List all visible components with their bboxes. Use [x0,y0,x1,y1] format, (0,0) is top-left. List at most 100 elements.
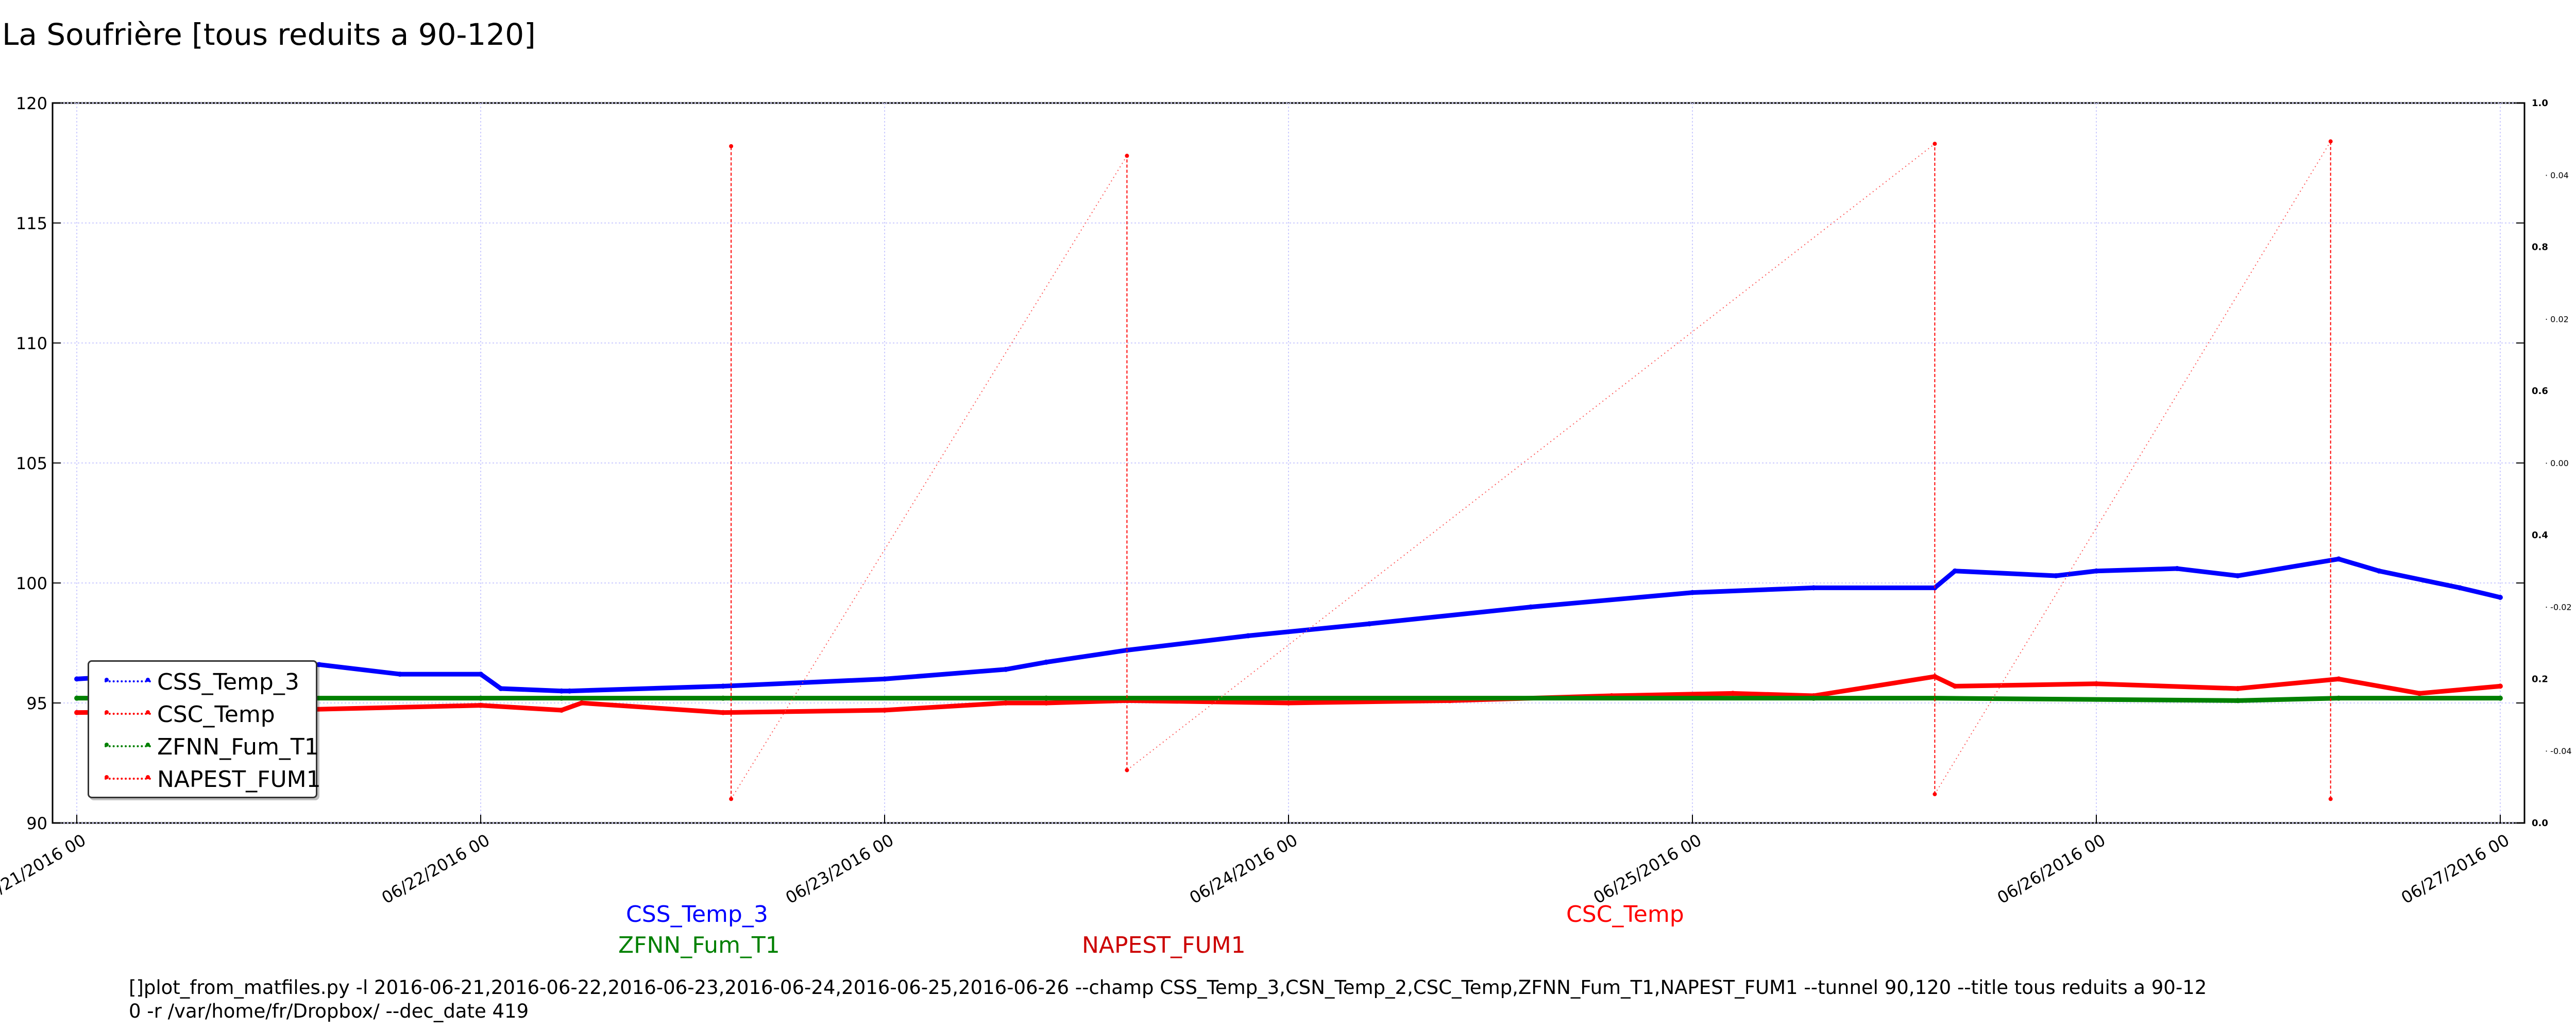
series-css-temp-3-point [567,688,572,694]
series-napest-fum1-point [1125,153,1129,158]
y-tick-label: 100 [16,574,47,593]
series-css-temp-3-point [720,683,726,689]
right-axis-1-label: 1.0 [2532,98,2548,109]
series-css-temp-3-point [558,688,564,694]
series-zfnn-fum-t1-point [558,695,564,701]
right-axis-1-label: 0.2 [2532,674,2548,684]
series-csc-temp-point [478,702,484,708]
x-tick-label: 06/27/2016 00 [2398,830,2513,908]
series-css-temp-3-point [2376,568,2382,574]
y-tick-label: 105 [16,454,47,473]
legend-entry-css-temp-3: CSS_Temp_3 [89,665,316,697]
series-css-temp-3-point [1245,633,1251,639]
series-csc-temp-point [1932,674,1938,679]
series-css-temp-3-point [74,676,80,682]
legend-swatch-csc-temp [105,713,151,715]
annotation-csc-temp: CSC_Temp [1566,901,1684,928]
y-tick-label: 95 [26,694,47,713]
series-zfnn-fum-t1-point [2336,695,2342,701]
series-csc-temp-point [2417,691,2422,696]
series-csc-temp-point [2093,681,2099,686]
chart-legend: CSS_Temp_3 CSC_Temp ZFNN_Fum_T1 NAPEST_F… [88,660,321,798]
series-csc-temp-point [558,707,564,713]
legend-marker-csc-temp [146,710,150,714]
right-axis-2-label: · 0.04 [2545,170,2569,180]
right-axis-1-label: 0.4 [2532,530,2548,541]
command-line-text: []plot_from_matfiles.py -l 2016-06-21,20… [129,976,2207,1022]
series-csc-temp-point [2235,686,2241,692]
legend-label-css-temp-3: CSS_Temp_3 [157,669,299,695]
x-tick-label: 06/24/2016 00 [1186,830,1301,908]
series-css-temp-3-point [2457,585,2463,591]
right-axis-1-label: 0.6 [2532,386,2548,397]
plot-frame [52,102,2526,824]
series-csc-temp-line [74,674,2503,715]
legend-marker-napest-fum1 [105,775,109,779]
legend-entry-napest-fum1: NAPEST_FUM1 [89,762,321,794]
x-tick-label: 06/21/2016 00 [0,830,89,908]
series-csc-temp-point [882,707,888,713]
series-css-temp-3-point [397,672,403,677]
series-zfnn-fum-t1-point [1043,695,1049,701]
right-axis-1-label: 0.8 [2532,242,2548,253]
series-css-temp-3-point [1528,604,1534,610]
series-napest-fum1-point [729,797,734,801]
series-zfnn-fum-t1-point [720,695,726,701]
x-tick-label: 06/22/2016 00 [378,830,493,908]
legend-marker-csc-temp [105,710,109,714]
series-napest-fum1-point [2328,139,2333,144]
series-zfnn-fum-t1-point [478,695,484,701]
y-tick-label: 120 [16,94,47,113]
legend-marker-zfnn-fum-t1 [146,743,150,747]
series-zfnn-fum-t1-point [74,695,80,701]
series-css-temp-3-line [74,556,2503,694]
series-css-temp-3-point [2336,556,2342,562]
series-css-temp-3-point [2053,573,2059,579]
series-css-temp-3-point [316,662,322,667]
annotation-napest-fum1: NAPEST_FUM1 [1082,932,1246,958]
right-axis-1-label: 0.0 [2532,818,2548,829]
series-css-temp-3-point [1811,585,1817,591]
series-napest-fum1-connector [1126,143,1935,771]
series-csc-temp-point [1730,691,1736,696]
legend-label-napest-fum1: NAPEST_FUM1 [157,766,321,793]
right-axis-2-label: · -0.04 [2545,746,2572,756]
annotation-css-temp-3: CSS_Temp_3 [626,901,768,928]
series-css-temp-3-point [2497,594,2503,600]
legend-marker-css-temp-3 [146,678,150,682]
legend-label-csc-temp: CSC_Temp [157,701,275,728]
series-css-temp-3-point [1689,590,1695,595]
series-csc-temp-point [720,710,726,715]
y-tick-label: 90 [26,814,47,833]
series-csc-temp-point [2336,676,2342,682]
x-tick-label: 06/25/2016 00 [1590,830,1705,908]
legend-entry-zfnn-fum-t1: ZFNN_Fum_T1 [89,730,319,762]
right-axis-2-label: · 0.02 [2545,314,2569,324]
series-napest-fum1-point [729,144,734,148]
series-csc-temp-point [74,710,80,715]
legend-marker-napest-fum1 [146,775,150,779]
series-css-temp-3-point [1366,621,1372,627]
x-tick-label: 06/26/2016 00 [1994,830,2109,908]
legend-swatch-napest-fum1 [105,778,151,780]
legend-entry-csc-temp: CSC_Temp [89,697,316,729]
y-tick-label: 110 [16,334,47,353]
legend-label-zfnn-fum-t1: ZFNN_Fum_T1 [157,734,319,760]
series-zfnn-fum-t1-point [1932,695,1938,701]
series-css-temp-3-point [882,676,888,682]
series-napest-fum1-point [1933,142,1937,146]
series-csc-temp-point [1043,700,1049,706]
legend-marker-zfnn-fum-t1 [105,743,109,747]
y-tick-label: 115 [16,214,47,233]
right-axis-2-label: · -0.02 [2545,603,2572,612]
series-csc-temp-point [2497,683,2503,689]
series-zfnn-fum-t1-point [2497,695,2503,701]
series-zfnn-fum-t1-line [74,696,2503,703]
series-zfnn-fum-t1-point [2235,698,2241,703]
right-axis-2-label: · 0.00 [2545,458,2569,468]
x-tick-label: 06/23/2016 00 [782,830,897,908]
series-napest-fum1-point [1933,792,1937,797]
series-csc-temp-point [579,700,585,706]
series-css-temp-3-point [478,672,484,677]
series-css-temp-3-point [2235,573,2241,579]
